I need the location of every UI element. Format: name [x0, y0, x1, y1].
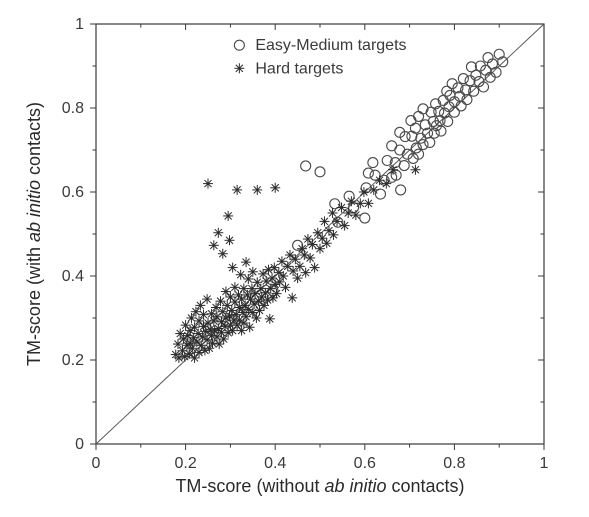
x-tick-label: 0.6	[354, 455, 376, 472]
x-tick-label: 0	[92, 455, 101, 472]
y-tick-label: 0	[75, 436, 84, 453]
y-tick-label: 1	[75, 16, 84, 33]
y-tick-label: 0.8	[62, 100, 84, 117]
scatter-chart: 0 0.2 0.4 0.6 0.8 1 0 0.2 0.4 0.6 0.8 1 TM-score (wi…	[0, 0, 589, 517]
x-tick-label: 0.4	[264, 455, 286, 472]
chart-svg: 0 0.2 0.4 0.6 0.8 1 0 0.2 0.4 0.6 0.8 1 TM-score (wi…	[0, 0, 589, 517]
legend-label-easy: Easy-Medium targets	[255, 37, 406, 54]
x-tick-label: 0.2	[174, 455, 196, 472]
y-tick-label: 0.4	[62, 268, 84, 285]
y-tick-label: 0.6	[62, 184, 84, 201]
legend-label-hard: Hard targets	[255, 60, 343, 77]
x-tick-label: 1	[540, 455, 549, 472]
x-tick-label: 0.8	[443, 455, 465, 472]
y-axis-title: TM-score (with ab initio contacts)	[24, 102, 44, 366]
x-axis-title: TM-score (without ab initio contacts)	[175, 476, 464, 496]
y-tick-label: 0.2	[62, 352, 84, 369]
